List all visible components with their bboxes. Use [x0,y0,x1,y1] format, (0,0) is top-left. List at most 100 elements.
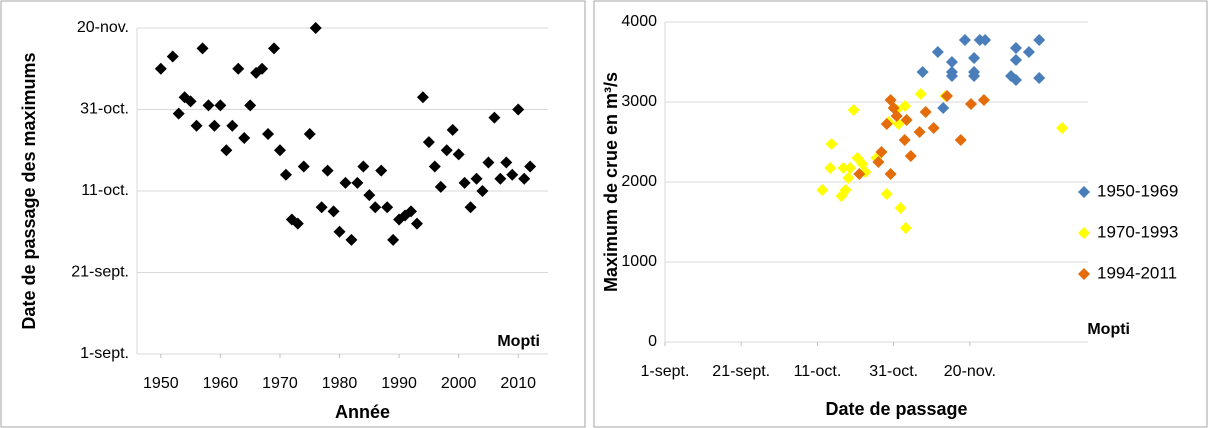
point [875,146,888,158]
y-tick-label: 31-oct. [80,101,129,118]
point [945,70,958,82]
point [913,126,926,138]
y-tick-label: 21-sept. [71,264,129,281]
legend-marker [1078,268,1090,280]
point [220,144,233,157]
point [262,127,275,140]
point [363,189,376,202]
point [452,148,465,161]
point [196,42,209,55]
point [931,46,944,58]
point [880,188,893,200]
point [904,150,917,162]
point [488,111,501,124]
point [899,100,912,112]
x-tick-label: 2000 [441,375,477,392]
y-tick-label: 0 [648,333,657,350]
point [279,168,292,181]
y-tick-label: 2000 [621,173,657,190]
point [244,99,257,112]
point [405,205,417,218]
point [914,88,927,100]
point [416,91,429,104]
y-axis-label: Maximum de crue en m³/s [601,72,621,292]
x-tick-label: 1-sept. [641,363,690,380]
point [1056,122,1069,134]
point [837,162,850,174]
point [333,225,346,238]
x-tick-label: 2010 [500,375,536,392]
point [184,95,197,108]
point [518,172,531,185]
annotation: Mopti [497,333,540,350]
x-tick-label: 1990 [381,375,417,392]
point [900,114,913,126]
point [1033,34,1046,46]
point [238,132,251,145]
point [291,217,304,230]
point [256,62,269,75]
point [844,162,857,174]
point [894,202,907,214]
point [476,185,489,197]
x-tick-label: 11-oct. [794,363,842,380]
annotation: Mopti [1087,321,1130,338]
point [273,144,286,157]
point [506,168,519,181]
legend-label: 1970-1993 [1097,222,1178,241]
point [842,172,855,184]
point [1033,72,1046,84]
point [968,52,981,64]
point [464,201,477,214]
point [315,201,328,214]
point [351,176,364,189]
point [512,103,525,116]
x-axis-label: Date de passage [825,399,967,419]
point [954,134,967,146]
point [297,160,310,173]
point [899,222,912,234]
legend-label: 1950-1969 [1097,181,1178,200]
point [872,156,885,168]
point [345,233,358,246]
point [458,176,471,189]
point [919,106,932,118]
legend-marker [1078,227,1090,239]
y-axis-label: Date de passage des maximums [19,52,39,329]
point [916,66,929,78]
y-tick-label: 11-oct. [81,182,129,199]
point [927,122,940,134]
point [839,184,852,196]
point [977,94,990,106]
point [208,119,221,132]
point [524,160,537,173]
point [440,144,453,157]
x-axis-label: Année [335,402,390,422]
point [434,180,447,193]
point [172,107,185,120]
point [428,160,441,173]
point [214,99,227,112]
point [880,118,893,130]
point [979,34,992,46]
x-tick-label: 1980 [322,375,358,392]
point [941,90,953,102]
point [470,172,483,185]
x-tick-label: 20-nov. [944,363,996,380]
point [422,136,435,149]
point [190,119,203,132]
point [965,98,978,110]
point [309,22,322,34]
point [303,127,316,140]
point [357,160,370,173]
point [500,156,513,169]
point [375,164,388,177]
point [824,162,837,174]
y-tick-label: 3000 [621,93,657,110]
point [226,119,239,132]
point [154,62,167,75]
point [494,172,507,185]
y-tick-label: 1-sept. [80,345,129,362]
point [847,104,860,116]
